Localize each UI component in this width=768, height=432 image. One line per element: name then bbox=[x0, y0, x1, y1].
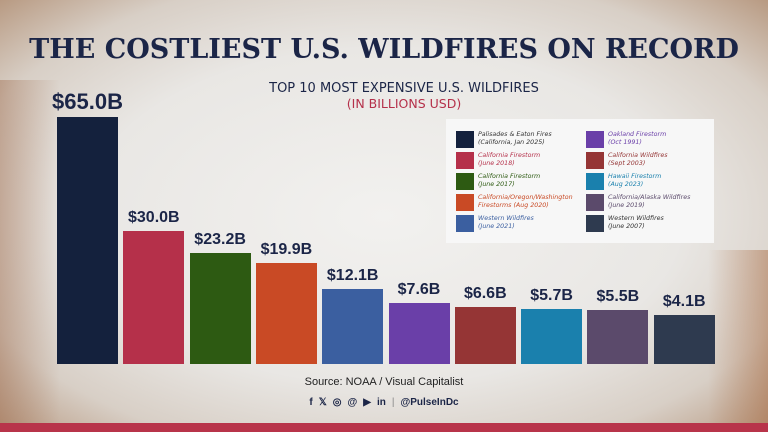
legend-item: California/Oregon/Washington Firestorms (… bbox=[456, 194, 588, 211]
legend-sublabel: (Sept 2003) bbox=[608, 159, 646, 167]
data-label: $65.0B bbox=[52, 88, 123, 114]
legend-sublabel: Firestorms (Aug 2020) bbox=[478, 201, 549, 209]
legend-swatch bbox=[456, 194, 474, 211]
legend-swatch bbox=[456, 152, 474, 169]
legend-label: California Wildfires bbox=[608, 152, 668, 159]
page-title: THE COSTLIEST U.S. WILDFIRES ON RECORD bbox=[29, 34, 739, 65]
data-label: $30.0B bbox=[128, 208, 180, 226]
legend-label: Oakland Firestorm bbox=[608, 131, 667, 138]
legend-sublabel: (June 2019) bbox=[608, 201, 645, 209]
legend-label: Hawaii Firestorm bbox=[608, 173, 662, 180]
legend-item: Western Wildfires (June 2007) bbox=[586, 215, 718, 232]
burn-edge-right bbox=[708, 250, 768, 432]
bar bbox=[521, 309, 583, 364]
legend-label: California Firestorm bbox=[478, 152, 541, 159]
legend-sublabel: (June 2021) bbox=[478, 222, 515, 230]
data-label: $4.1B bbox=[662, 292, 706, 310]
data-label: $6.6B bbox=[463, 284, 507, 302]
bar bbox=[454, 306, 516, 364]
legend-item: Oakland Firestorm (Oct 1991) bbox=[586, 131, 718, 148]
bar bbox=[322, 288, 384, 364]
data-label: $7.6B bbox=[397, 281, 441, 299]
legend-item: California Firestorm (June 2018) bbox=[456, 152, 588, 169]
legend-label: Western Wildfires bbox=[608, 215, 664, 222]
social-bar: f 𝕏 ◎ @ ▶ in | @PulseInDc bbox=[0, 397, 768, 408]
bar bbox=[587, 310, 649, 364]
data-label: $5.7B bbox=[530, 287, 573, 305]
legend-label: California/Alaska Wildfires bbox=[608, 194, 691, 201]
legend-swatch bbox=[456, 131, 474, 148]
burn-edge-left bbox=[0, 80, 60, 432]
legend-label: California/Oregon/Washington bbox=[478, 194, 573, 201]
legend-sublabel: (Oct 1991) bbox=[608, 138, 642, 146]
legend-swatch bbox=[456, 215, 474, 232]
bar bbox=[388, 303, 450, 364]
legend-item: Palisades & Eaton Fires (California, Jan … bbox=[456, 131, 588, 148]
bar bbox=[653, 314, 715, 364]
data-label: $23.2B bbox=[194, 230, 246, 248]
legend-sublabel: (June 2007) bbox=[608, 222, 645, 230]
bar bbox=[57, 116, 118, 364]
chart-subtitle: (IN BILLIONS USD) bbox=[346, 96, 462, 111]
data-label: $5.5B bbox=[596, 288, 640, 306]
legend-item: Western Wildfires (June 2021) bbox=[456, 215, 588, 232]
separator: | bbox=[391, 397, 395, 408]
data-label: $12.1B bbox=[326, 266, 379, 284]
instagram-icon[interactable]: ◎ bbox=[332, 397, 342, 408]
legend-sublabel: (June 2017) bbox=[478, 180, 515, 188]
legend-swatch bbox=[586, 215, 604, 232]
chart-title: TOP 10 MOST EXPENSIVE U.S. WILDFIRES bbox=[269, 81, 539, 96]
bar bbox=[255, 263, 317, 364]
youtube-icon[interactable]: ▶ bbox=[363, 397, 371, 408]
threads-icon[interactable]: @ bbox=[347, 397, 358, 408]
social-handle[interactable]: @PulseInDc bbox=[400, 397, 459, 408]
legend-sublabel: (June 2018) bbox=[478, 159, 515, 167]
legend-swatch bbox=[586, 152, 604, 169]
legend-label: Western Wildfires bbox=[478, 215, 534, 222]
legend-sublabel: (Aug 2023) bbox=[608, 180, 644, 188]
legend-label: Palisades & Eaton Fires bbox=[478, 131, 552, 138]
bar bbox=[123, 230, 185, 364]
legend-sublabel: (California, Jan 2025) bbox=[478, 138, 545, 146]
bottom-strip bbox=[0, 423, 768, 432]
legend-item: Hawaii Firestorm (Aug 2023) bbox=[586, 173, 718, 190]
data-label: $19.9B bbox=[260, 241, 313, 259]
legend-swatch bbox=[586, 131, 604, 148]
legend-swatch bbox=[586, 173, 604, 190]
x-icon[interactable]: 𝕏 bbox=[318, 397, 327, 408]
legend-item: California Wildfires (Sept 2003) bbox=[586, 152, 718, 169]
legend: Palisades & Eaton Fires (California, Jan … bbox=[446, 119, 714, 243]
facebook-icon[interactable]: f bbox=[309, 397, 313, 408]
legend-item: California/Alaska Wildfires (June 2019) bbox=[586, 194, 718, 211]
bar bbox=[189, 252, 251, 364]
legend-item: California Firestorm (June 2017) bbox=[456, 173, 588, 190]
legend-label: California Firestorm bbox=[478, 173, 541, 180]
source-text: Source: NOAA / Visual Capitalist bbox=[304, 376, 464, 388]
linkedin-icon[interactable]: in bbox=[377, 397, 386, 408]
legend-swatch bbox=[586, 194, 604, 211]
legend-swatch bbox=[456, 173, 474, 190]
